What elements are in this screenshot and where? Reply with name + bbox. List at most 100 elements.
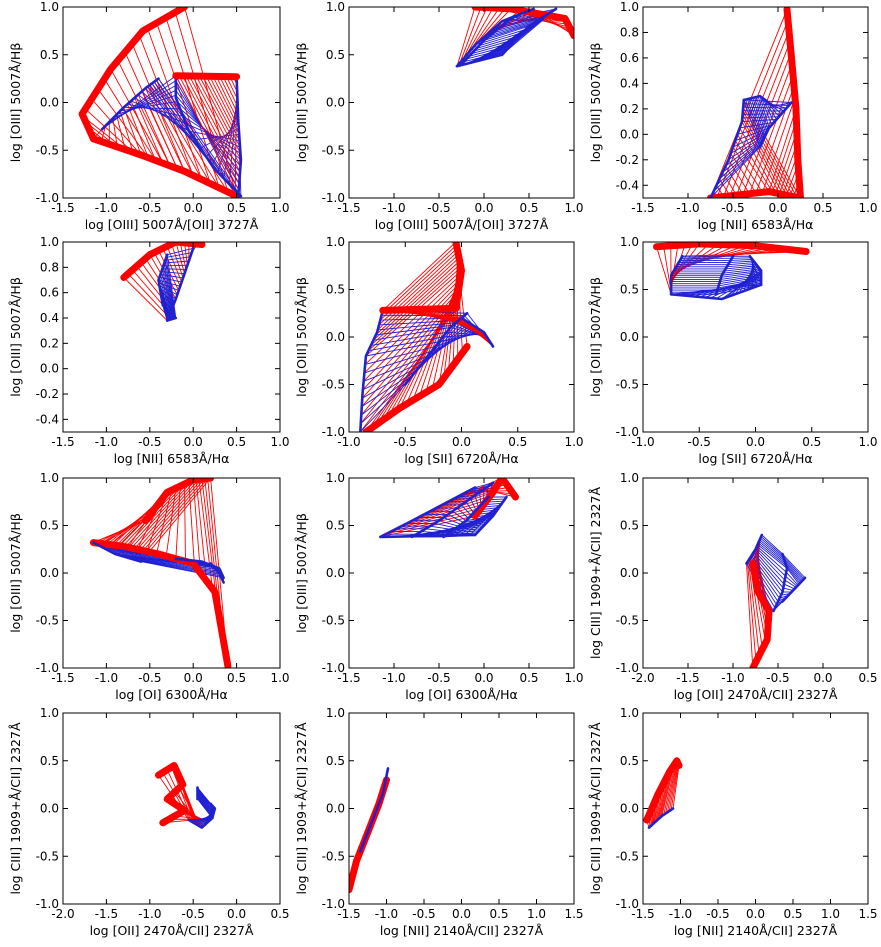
x-tick-label: -1.0 (721, 671, 744, 685)
y-tick-label: 0.8 (620, 25, 639, 39)
mesh-line (739, 121, 775, 129)
series-blue-2 (359, 309, 385, 432)
series-blue-4 (669, 283, 763, 301)
plot-area-p9 (745, 533, 807, 668)
y-tick-label: 0.5 (620, 519, 639, 533)
x-tick-label: -0.5 (412, 907, 435, 921)
mesh-line (756, 545, 787, 573)
panel-p3: -1.5 -1.0 -0.5 0.0 0.5 1.0 -0.4 -0.2 0.0 0.2 0.4 0.… (588, 0, 878, 232)
plot-area-p11 (349, 767, 390, 894)
mesh-line (496, 12, 551, 57)
mesh-line (135, 559, 223, 576)
mesh-line (478, 32, 524, 47)
mesh-line (742, 110, 791, 197)
mesh-line (469, 498, 506, 536)
series-blue-4 (473, 495, 508, 537)
mesh-line (198, 479, 213, 589)
mesh-line (130, 100, 157, 161)
panel-p11: -1.5 -1.0 -0.5 0.0 0.5 1.0 1.5-1.0-0.50.00.51.… (294, 706, 584, 938)
mesh-line (205, 76, 241, 141)
mesh-line (361, 369, 417, 408)
y-tick-label: 1.0 (40, 235, 59, 249)
mesh-line (163, 264, 188, 267)
mesh-line (668, 763, 679, 812)
x-tick-label: 0.0 (746, 907, 765, 921)
mesh-line (747, 561, 757, 662)
mesh-line (175, 75, 239, 197)
series-blue-3 (442, 495, 490, 539)
x-tick-label: -1.0 (676, 201, 699, 215)
mesh-line (762, 98, 775, 123)
series-red-0 (749, 560, 773, 668)
mesh-line (97, 88, 149, 158)
y-tick-label: 1.0 (326, 471, 345, 485)
mesh-line (182, 75, 240, 185)
y-tick-label: -1.0 (322, 897, 345, 911)
series-red-1 (707, 188, 804, 198)
x-tick-label: -0.5 (706, 907, 729, 921)
mesh-line (140, 478, 211, 562)
y-tick-label: 0.0 (40, 362, 59, 376)
x-tick-label: 1.0 (858, 201, 877, 215)
x-tick-label: -1.5 (337, 201, 360, 215)
mesh-line (365, 346, 436, 365)
y-tick-label: 0.5 (40, 754, 59, 768)
mesh-line (167, 247, 194, 256)
x-axis-label: log [NII] 6583Å/Hα (698, 217, 814, 232)
mesh-line (117, 483, 185, 556)
y-axis-label: log [OIII] 5007Å/Hβ (588, 43, 603, 163)
mesh-line (215, 76, 239, 122)
x-tick-label: -1.5 (676, 671, 699, 685)
series-blue-4 (460, 316, 495, 348)
y-tick-label: -0.5 (322, 614, 345, 628)
mesh-line (785, 571, 799, 586)
mesh-line (103, 78, 156, 161)
series-blue-3 (165, 316, 178, 322)
mesh-line (160, 273, 184, 279)
mesh-line (726, 263, 757, 268)
plot-area-p4 (120, 242, 206, 322)
y-tick-label: 0.0 (326, 96, 345, 110)
axes-frame (348, 712, 575, 905)
mesh-line (755, 96, 768, 133)
x-tick-label: -1.0 (337, 435, 360, 449)
y-tick-label: -1.0 (322, 661, 345, 675)
x-tick-label: 0.5 (270, 907, 289, 921)
mesh-line (760, 537, 785, 560)
mesh-line (165, 257, 176, 319)
mesh-line (378, 319, 459, 326)
plot-area-p7 (89, 478, 232, 668)
mesh-line (456, 507, 469, 519)
series-blue-4 (209, 562, 225, 584)
mesh-line (456, 7, 476, 67)
mesh-line (452, 510, 467, 522)
mesh-line (138, 34, 194, 176)
mesh-line (162, 248, 181, 287)
y-tick-label: 0.6 (620, 51, 639, 65)
series-blue-2 (209, 802, 217, 820)
x-tick-label: -1.5 (95, 907, 118, 921)
mesh-line (755, 548, 786, 581)
mesh-line (123, 277, 168, 321)
x-tick-label: 0.0 (768, 201, 787, 215)
mesh-line (365, 341, 440, 357)
y-tick-label: 1.0 (620, 471, 639, 485)
x-tick-label: 1.5 (858, 907, 877, 921)
mesh-line (174, 12, 229, 193)
mesh-line (755, 547, 786, 577)
y-tick-label: 0.4 (620, 76, 639, 90)
mesh-line (197, 796, 214, 815)
mesh-line (710, 146, 761, 198)
x-tick-label: -0.5 (138, 201, 161, 215)
plot-area-p12 (643, 757, 683, 829)
panel-p5: -1.0 -0.5 0.0 0.5 1.0 -1.0 -0.5 0.0 0.5 1.0 log [S… (294, 235, 584, 466)
mesh-line (739, 127, 777, 194)
mesh-line (727, 262, 755, 266)
x-tick-label: 0.0 (184, 435, 203, 449)
x-tick-label: 0.0 (452, 907, 471, 921)
x-tick-label: -2.0 (51, 907, 74, 921)
mesh-line (748, 98, 764, 141)
mesh-line (396, 503, 485, 530)
y-tick-label: -1.0 (616, 897, 639, 911)
mesh-line (126, 103, 149, 158)
